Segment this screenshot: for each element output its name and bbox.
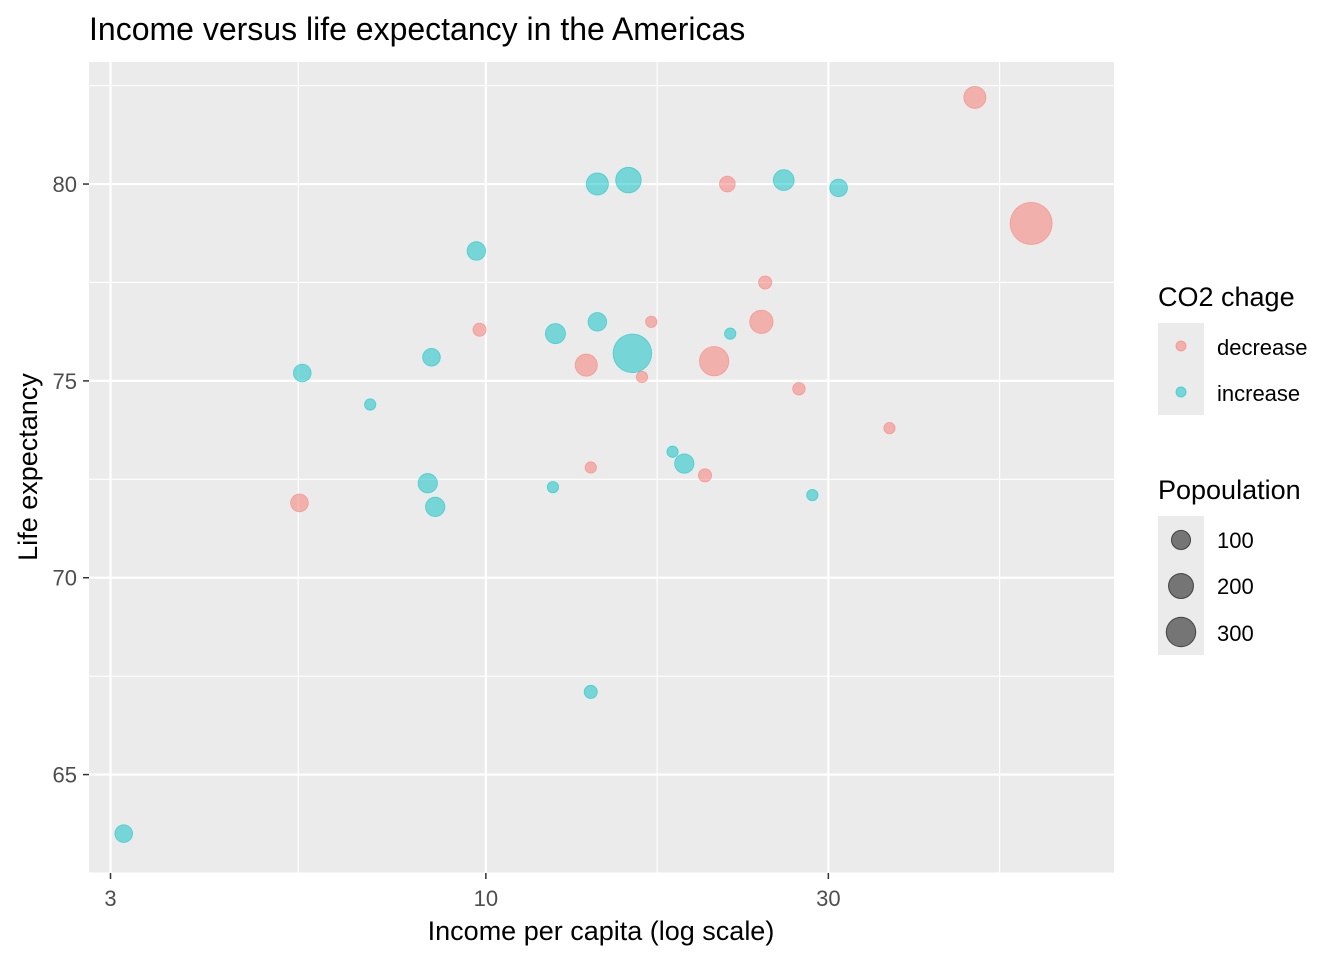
- data-points: [114, 85, 1053, 843]
- data-point-decrease: [792, 382, 806, 396]
- legend-size-key-200: [1168, 573, 1194, 599]
- data-point-decrease: [290, 493, 309, 513]
- size-legend: Popoulation 100 200 300: [1158, 475, 1301, 655]
- y-axis-ticks: 65 70 75 80: [53, 172, 89, 788]
- x-tick-label: 10: [474, 886, 498, 911]
- legend-size-label-300: 300: [1217, 621, 1254, 646]
- data-point-increase: [466, 241, 487, 261]
- data-point-decrease: [883, 422, 896, 435]
- color-legend: CO2 chage decrease increase: [1158, 282, 1308, 415]
- data-point-increase: [364, 398, 377, 411]
- x-axis-ticks: 3 10 30: [104, 873, 841, 911]
- data-point-decrease: [635, 370, 649, 384]
- data-point-increase: [806, 488, 819, 502]
- data-point-increase: [546, 481, 560, 494]
- data-point-increase: [425, 496, 446, 517]
- data-point-decrease: [719, 175, 736, 193]
- legend-size-label-200: 200: [1217, 574, 1254, 599]
- data-point-decrease: [699, 346, 730, 377]
- x-tick-label: 30: [816, 886, 840, 911]
- chart-title: Income versus life expectancy in the Ame…: [89, 11, 745, 47]
- data-point-increase: [772, 169, 795, 191]
- data-point-increase: [587, 312, 608, 332]
- y-axis-title: Life expectancy: [13, 373, 43, 561]
- color-legend-title: CO2 chage: [1158, 282, 1295, 312]
- data-point-increase: [585, 172, 609, 196]
- data-point-decrease: [1009, 201, 1053, 245]
- x-tick-label: 3: [104, 886, 116, 911]
- data-point-increase: [293, 363, 312, 383]
- data-point-increase: [544, 323, 566, 345]
- minor-gridlines: [89, 62, 1114, 874]
- legend-size-label-100: 100: [1217, 528, 1254, 553]
- color-legend-key-background: [1158, 323, 1204, 415]
- data-point-increase: [114, 824, 134, 843]
- data-point-decrease: [749, 309, 774, 334]
- data-point-increase: [829, 178, 848, 198]
- data-point-increase: [724, 327, 737, 340]
- data-point-decrease: [472, 322, 487, 337]
- y-tick-label: 75: [53, 369, 77, 394]
- legend-key-increase: [1175, 386, 1187, 398]
- y-tick-label: 80: [53, 172, 77, 197]
- data-point-decrease: [963, 85, 987, 109]
- x-axis-title: Income per capita (log scale): [428, 916, 775, 946]
- data-point-decrease: [645, 315, 658, 328]
- y-tick-label: 70: [53, 566, 77, 591]
- legend-label-decrease: decrease: [1217, 335, 1308, 360]
- plot-panel: [89, 62, 1114, 873]
- data-point-increase: [612, 333, 653, 374]
- data-point-decrease: [758, 275, 773, 290]
- data-point-decrease: [698, 468, 713, 483]
- size-legend-title: Popoulation: [1158, 475, 1301, 505]
- data-point-decrease: [584, 461, 597, 474]
- data-point-increase: [666, 445, 679, 458]
- legend-size-key-100: [1170, 529, 1192, 551]
- data-point-increase: [422, 347, 441, 367]
- data-point-increase: [417, 473, 438, 494]
- legend-key-decrease: [1175, 340, 1187, 352]
- data-point-increase: [674, 453, 695, 474]
- data-point-increase: [583, 684, 598, 699]
- legend-size-key-300: [1165, 616, 1197, 648]
- legend-label-increase: increase: [1217, 381, 1300, 406]
- data-point-decrease: [574, 353, 598, 377]
- y-tick-label: 65: [53, 763, 77, 788]
- data-point-increase: [615, 166, 642, 194]
